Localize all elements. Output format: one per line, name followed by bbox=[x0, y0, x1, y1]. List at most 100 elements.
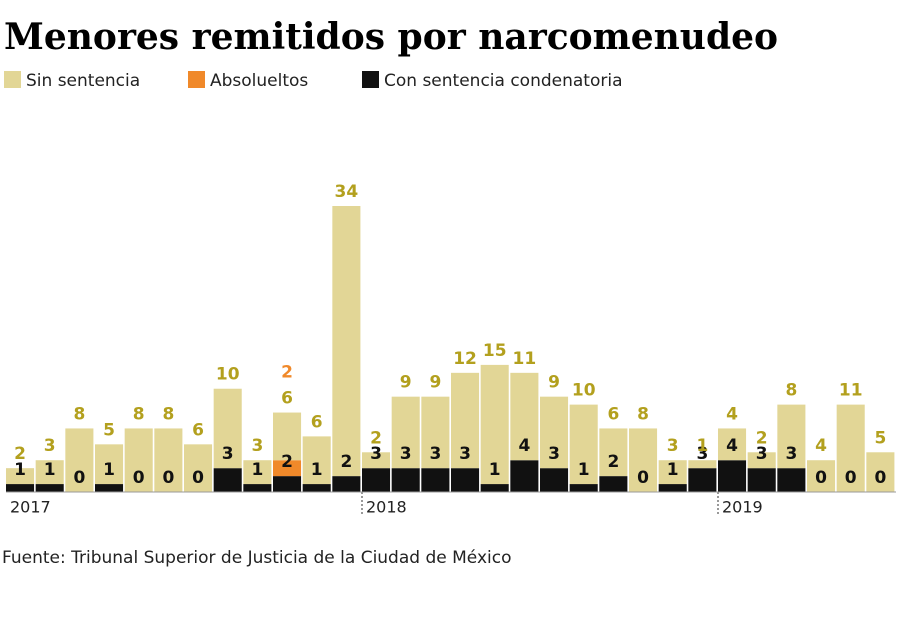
data-label: 3 bbox=[667, 436, 679, 456]
data-label: 10 bbox=[216, 365, 240, 385]
data-label: 10 bbox=[572, 381, 596, 401]
bar-segment bbox=[569, 404, 598, 485]
bar-segment bbox=[451, 372, 480, 469]
data-label: 8 bbox=[637, 404, 649, 424]
bar-segment bbox=[807, 460, 836, 492]
bar-segment bbox=[629, 428, 658, 492]
data-label: 3 bbox=[251, 436, 263, 456]
data-label: 4 bbox=[518, 436, 530, 456]
bar-segment bbox=[35, 484, 64, 492]
data-label: 3 bbox=[785, 444, 797, 464]
data-label: 3 bbox=[222, 444, 234, 464]
bar-segment bbox=[777, 404, 806, 469]
data-label: 8 bbox=[73, 404, 85, 424]
bar-segment bbox=[302, 484, 331, 492]
bar-segment bbox=[599, 428, 628, 477]
bar-segment bbox=[243, 484, 272, 492]
x-tick-label: 2017 bbox=[10, 498, 51, 517]
data-label: 3 bbox=[696, 444, 708, 464]
data-label: 8 bbox=[785, 381, 797, 401]
legend: Sin sentencia Absolueltos Con sentencia co… bbox=[4, 71, 623, 91]
data-label: 5 bbox=[874, 428, 886, 448]
data-label: 6 bbox=[607, 404, 619, 424]
bar-segment bbox=[391, 396, 420, 469]
bar-segment bbox=[510, 372, 539, 461]
plot: 1220171308150808063101326216234322018393… bbox=[6, 182, 896, 517]
data-label: 0 bbox=[162, 468, 174, 488]
legend-swatch bbox=[4, 71, 21, 88]
bar-segment bbox=[213, 388, 242, 469]
bar-segment bbox=[65, 428, 94, 492]
data-label: 12 bbox=[453, 349, 477, 369]
bar-segment bbox=[747, 468, 776, 492]
data-label: 2 bbox=[281, 363, 293, 383]
data-label: 1 bbox=[667, 460, 679, 480]
data-label: 6 bbox=[192, 420, 204, 440]
bar-segment bbox=[95, 444, 124, 485]
data-label: 6 bbox=[311, 412, 323, 432]
data-label: 2 bbox=[370, 428, 382, 448]
data-label: 2 bbox=[281, 452, 293, 472]
source: Fuente: Tribunal Superior de Justicia de… bbox=[2, 548, 511, 568]
data-label: 1 bbox=[14, 460, 26, 480]
data-label: 11 bbox=[513, 349, 537, 369]
data-label: 2 bbox=[340, 452, 352, 472]
bar-segment bbox=[6, 468, 35, 485]
bar-segment bbox=[480, 364, 509, 485]
bar-segment bbox=[569, 484, 598, 492]
data-label: 3 bbox=[400, 444, 412, 464]
data-label: 0 bbox=[73, 468, 85, 488]
x-tick-label: 2018 bbox=[366, 498, 407, 517]
data-label: 9 bbox=[400, 373, 412, 393]
bar-segment bbox=[688, 468, 717, 492]
data-label: 9 bbox=[548, 373, 560, 393]
data-label: 5 bbox=[103, 420, 115, 440]
bar-segment bbox=[302, 436, 331, 485]
bar-segment bbox=[777, 468, 806, 492]
bar-segment bbox=[421, 468, 450, 492]
bar-segment bbox=[124, 428, 153, 492]
bar-segment bbox=[6, 484, 35, 492]
data-label: 4 bbox=[815, 436, 827, 456]
legend-label: Con sentencia condenatoria bbox=[384, 71, 623, 91]
bar-segment bbox=[273, 412, 302, 461]
data-label: 1 bbox=[251, 460, 263, 480]
data-label: 4 bbox=[726, 436, 738, 456]
data-label: 3 bbox=[459, 444, 471, 464]
bar-segment bbox=[451, 468, 480, 492]
bar-segment bbox=[540, 396, 569, 469]
bar-segment bbox=[213, 468, 242, 492]
bar-segment bbox=[599, 476, 628, 492]
bar-segment bbox=[154, 428, 183, 492]
data-label: 0 bbox=[845, 468, 857, 488]
legend-swatch bbox=[188, 71, 205, 88]
data-label: 2 bbox=[756, 428, 768, 448]
legend-label: Sin sentencia bbox=[26, 71, 140, 91]
data-label: 3 bbox=[44, 436, 56, 456]
data-label: 0 bbox=[192, 468, 204, 488]
bar-segment bbox=[480, 484, 509, 492]
legend-label: Absolueltos bbox=[210, 71, 308, 91]
chart-title: Menores remitidos por narcomenudeo bbox=[4, 16, 778, 58]
data-label: 2 bbox=[607, 452, 619, 472]
data-label: 4 bbox=[726, 404, 738, 424]
bar-segment bbox=[688, 460, 717, 469]
bar-segment bbox=[362, 468, 391, 492]
data-label: 1 bbox=[44, 460, 56, 480]
legend-swatch bbox=[362, 71, 379, 88]
bar-segment bbox=[332, 476, 361, 492]
data-label: 3 bbox=[370, 444, 382, 464]
bar-segment bbox=[510, 460, 539, 492]
data-label: 2 bbox=[14, 444, 26, 464]
bar-segment bbox=[747, 452, 776, 469]
bar-segment bbox=[540, 468, 569, 492]
data-label: 15 bbox=[483, 341, 507, 361]
data-label: 0 bbox=[815, 468, 827, 488]
bar-segment bbox=[718, 428, 747, 461]
bar-segment bbox=[243, 460, 272, 485]
data-label: 1 bbox=[578, 460, 590, 480]
data-label: 3 bbox=[756, 444, 768, 464]
data-label: 8 bbox=[133, 404, 145, 424]
